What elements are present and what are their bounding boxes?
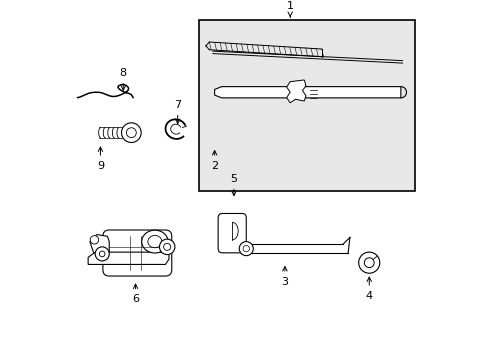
FancyBboxPatch shape xyxy=(102,230,171,276)
Circle shape xyxy=(163,243,170,250)
Polygon shape xyxy=(214,87,400,98)
Circle shape xyxy=(99,251,105,257)
Text: 3: 3 xyxy=(281,266,288,287)
FancyBboxPatch shape xyxy=(218,213,246,253)
Polygon shape xyxy=(90,235,109,257)
Circle shape xyxy=(121,123,141,143)
Ellipse shape xyxy=(142,230,168,253)
Circle shape xyxy=(243,246,249,252)
Text: 6: 6 xyxy=(132,284,139,304)
Polygon shape xyxy=(88,252,169,265)
Text: 4: 4 xyxy=(365,277,372,301)
Text: 1: 1 xyxy=(286,1,293,17)
Circle shape xyxy=(364,258,373,267)
Text: 7: 7 xyxy=(174,100,181,123)
Circle shape xyxy=(90,235,99,244)
Text: 2: 2 xyxy=(211,150,218,171)
Text: 5: 5 xyxy=(230,174,237,195)
Circle shape xyxy=(126,128,136,138)
Text: 8: 8 xyxy=(120,68,126,90)
Text: 9: 9 xyxy=(97,147,104,171)
Ellipse shape xyxy=(147,235,162,248)
Circle shape xyxy=(239,242,253,256)
Circle shape xyxy=(358,252,379,273)
Circle shape xyxy=(159,239,175,255)
Polygon shape xyxy=(286,80,305,103)
Circle shape xyxy=(95,247,109,261)
Bar xyxy=(199,20,414,191)
